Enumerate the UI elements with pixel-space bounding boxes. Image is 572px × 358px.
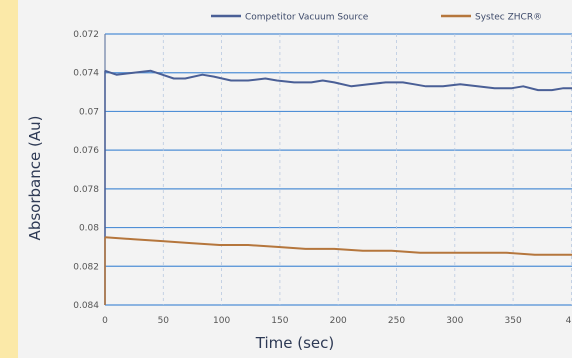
y-tick-label: 0.076	[73, 146, 99, 156]
series-line-competitor	[104, 69, 572, 92]
y-tick-label: 0.072	[73, 30, 99, 40]
legend-label: Competitor Vacuum Source	[245, 13, 369, 23]
series-line-systec	[104, 236, 572, 256]
y-tick-label: 0.082	[73, 262, 99, 272]
x-tick-label: 100	[213, 316, 230, 326]
y-tick-labels: 0.072 0.074 0.07 0.076 0.078 0.08 0.082 0.084	[73, 30, 99, 311]
chart-panel: 0.072 0.074 0.07 0.076 0.078 0.08 0.082 0.084 0…	[18, 0, 572, 358]
x-tick-label: 200	[330, 316, 347, 326]
x-tick-label: 250	[388, 316, 405, 326]
y-tick-label: 0.074	[73, 69, 99, 79]
x-tick-label: 40	[566, 316, 572, 326]
y-tick-label: 0.08	[79, 224, 99, 234]
absorbance-chart: 0.072 0.074 0.07 0.076 0.078 0.08 0.082 0.084 0…	[26, 13, 572, 352]
legend-label: Systec ZHCR®	[475, 13, 542, 23]
x-tick-label: 0	[102, 316, 108, 326]
x-tick-label: 350	[505, 316, 522, 326]
grid-lines	[104, 33, 572, 306]
x-axis-label: Time (sec)	[255, 334, 334, 352]
y-tick-label: 0.07	[79, 107, 99, 117]
series-lines	[104, 69, 572, 305]
y-axis-label: Absorbance (Au)	[26, 116, 44, 241]
x-tick-labels: 0 50 100 150 200 250 300 350 40	[102, 316, 572, 326]
x-tick-label: 50	[158, 316, 170, 326]
legend: Competitor Vacuum Source Systec ZHCR®	[211, 13, 542, 23]
x-tick-label: 150	[271, 316, 288, 326]
y-tick-label: 0.078	[73, 185, 99, 195]
x-tick-label: 300	[446, 316, 463, 326]
y-tick-label: 0.084	[73, 301, 99, 311]
